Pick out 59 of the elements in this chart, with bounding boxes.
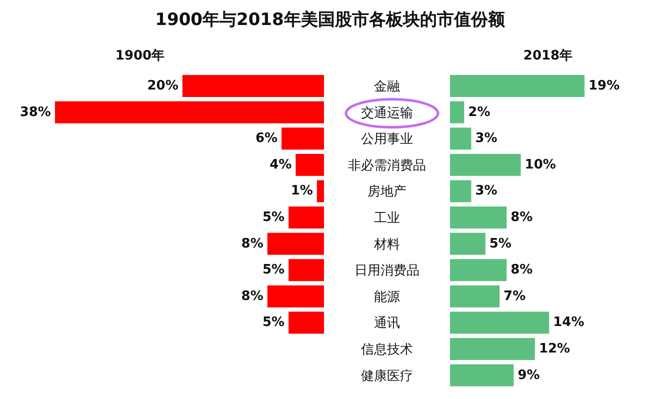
bar	[316, 180, 324, 202]
bar	[450, 285, 500, 308]
data-label: 20%	[147, 78, 178, 94]
bar	[282, 128, 324, 150]
bar	[267, 232, 324, 255]
bar	[450, 180, 472, 202]
data-label: 14%	[553, 315, 584, 330]
bar	[450, 128, 472, 150]
bar	[288, 206, 324, 228]
y-tick-label: 信息技术	[361, 342, 413, 358]
data-label: 9%	[518, 368, 540, 383]
data-label: 10%	[524, 157, 556, 172]
data-label: 8%	[241, 236, 264, 252]
series-label: 2018年	[523, 48, 573, 64]
y-tick-label: 交通运输	[361, 104, 413, 121]
series-label: 1900年	[115, 48, 165, 64]
y-tick-label: 日用消费品	[354, 264, 420, 279]
y-tick-label: 能源	[374, 290, 400, 305]
bar	[450, 75, 585, 97]
bar	[450, 154, 521, 176]
bar	[54, 101, 324, 124]
bar	[450, 206, 507, 228]
data-label: 4%	[270, 157, 292, 172]
bar	[450, 232, 486, 255]
data-label: 8%	[241, 288, 264, 304]
data-label: 5%	[262, 210, 285, 225]
data-label: 1%	[290, 184, 313, 199]
bar	[450, 101, 464, 124]
bar	[450, 338, 535, 360]
y-tick-label: 通讯	[374, 316, 400, 332]
data-label: 2%	[468, 104, 490, 120]
chart-title: 1900年与2018年美国股市各板块的市值份额	[155, 10, 506, 30]
y-tick-label: 非必需消费品	[348, 158, 426, 174]
data-label: 3%	[475, 131, 498, 146]
y-tick-label: 金融	[374, 80, 400, 94]
data-label: 7%	[504, 288, 526, 304]
data-label: 5%	[489, 236, 512, 252]
bar	[450, 364, 514, 386]
y-tick-label: 公用事业	[361, 132, 413, 148]
y-tick-label: 房地产	[368, 184, 406, 200]
bar	[182, 75, 324, 97]
bar	[288, 312, 324, 334]
data-label: 8%	[510, 262, 533, 278]
data-label: 12%	[538, 342, 570, 356]
data-label: 5%	[262, 315, 285, 330]
bar	[450, 312, 550, 334]
bar	[288, 259, 324, 282]
bar	[450, 259, 507, 282]
y-tick-label: 健康医疗	[361, 368, 413, 384]
y-tick-label: 材料	[373, 237, 400, 252]
bar	[296, 154, 324, 176]
data-label: 6%	[255, 131, 278, 146]
data-label: 38%	[20, 104, 51, 120]
bar	[267, 285, 324, 308]
data-label: 19%	[588, 78, 620, 94]
y-tick-label: 工业	[374, 211, 400, 226]
data-label: 3%	[475, 184, 498, 199]
data-label: 5%	[262, 262, 285, 278]
data-label: 8%	[510, 210, 533, 225]
